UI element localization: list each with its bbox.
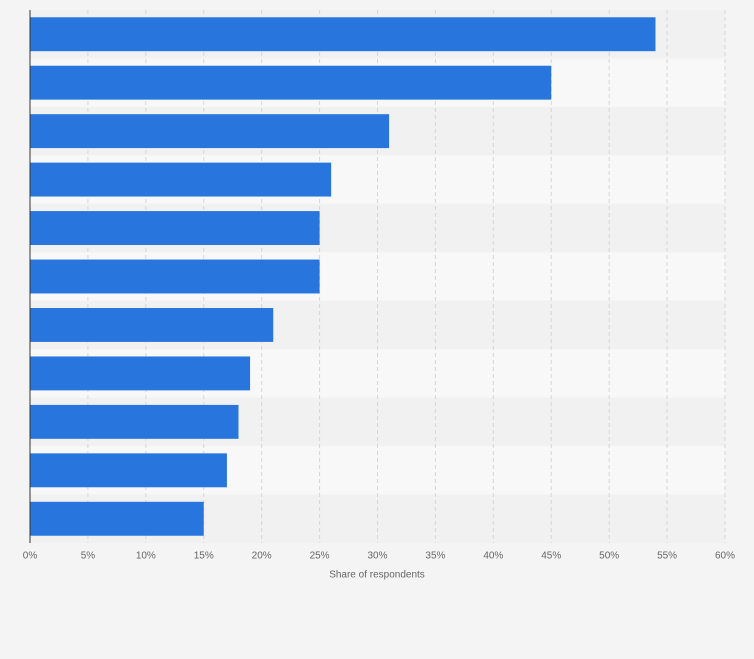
x-tick-label: 55% xyxy=(657,551,677,562)
bar xyxy=(30,453,227,488)
bar xyxy=(30,17,656,52)
x-tick-label: 20% xyxy=(252,551,272,562)
bar xyxy=(30,259,320,294)
bar xyxy=(30,307,274,342)
bar xyxy=(30,404,239,439)
x-tick-label: 15% xyxy=(194,551,214,562)
bar xyxy=(30,356,251,391)
x-tick-label: 10% xyxy=(136,551,156,562)
bar xyxy=(30,211,320,246)
bar xyxy=(30,114,390,149)
x-tick-label: 0% xyxy=(23,551,38,562)
x-tick-label: 35% xyxy=(425,551,445,562)
bar xyxy=(30,501,204,536)
x-tick-label: 45% xyxy=(541,551,561,562)
x-tick-label: 60% xyxy=(715,551,735,562)
x-tick-label: 30% xyxy=(367,551,387,562)
x-tick-label: 5% xyxy=(81,551,96,562)
bar xyxy=(30,65,552,100)
bar xyxy=(30,162,332,197)
x-tick-label: 40% xyxy=(483,551,503,562)
x-axis-title: Share of respondents xyxy=(329,570,425,581)
x-tick-label: 50% xyxy=(599,551,619,562)
x-tick-label: 25% xyxy=(310,551,330,562)
